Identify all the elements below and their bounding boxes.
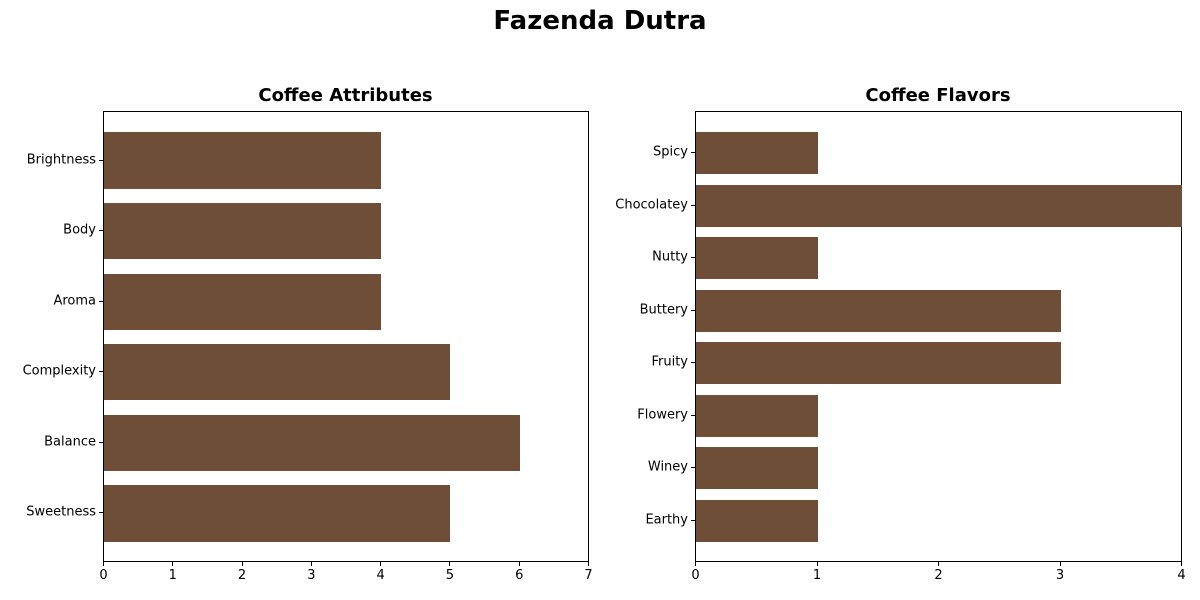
x-tick (1181, 562, 1182, 566)
y-tick (691, 152, 695, 154)
y-tick (99, 512, 103, 514)
y-tick-label: Buttery (639, 302, 688, 318)
y-tick (691, 362, 695, 364)
y-tick-label: Chocolatey (615, 197, 688, 213)
x-tick-label: 0 (691, 568, 700, 583)
y-tick (99, 159, 103, 161)
y-tick-label: Aroma (53, 293, 96, 309)
bar-flowery (696, 394, 818, 437)
bar-earthy (696, 499, 818, 542)
x-tick (695, 562, 696, 566)
x-tick (172, 562, 174, 566)
y-tick-label: Brightness (26, 152, 96, 168)
flavors-chart-axes (695, 111, 1182, 562)
bar-balance (104, 414, 520, 471)
y-tick-label: Spicy (653, 144, 688, 160)
x-tick-label: 1 (168, 568, 177, 583)
bar-spicy (696, 132, 818, 175)
x-tick (380, 562, 382, 566)
flavors-chart-title: Coffee Flavors (865, 85, 1011, 106)
x-tick-label: 3 (1055, 568, 1065, 583)
bar-complexity (104, 344, 451, 401)
x-tick-label: 2 (237, 568, 247, 583)
x-tick-label: 4 (1177, 568, 1186, 583)
y-tick (691, 309, 695, 311)
y-tick-label: Winey (647, 459, 688, 475)
bar-nutty (696, 237, 818, 280)
x-tick (103, 562, 104, 566)
x-tick (588, 562, 589, 566)
x-tick (816, 562, 818, 566)
bar-buttery (696, 289, 1061, 332)
y-tick-label: Complexity (22, 363, 96, 379)
y-tick (691, 204, 695, 206)
attributes-chart-axes (103, 111, 589, 562)
x-tick-label: 7 (584, 568, 593, 583)
y-tick (691, 257, 695, 259)
bar-body (104, 202, 382, 260)
y-tick (99, 371, 103, 373)
x-tick-label: 2 (934, 568, 943, 583)
x-tick-label: 1 (812, 568, 822, 583)
x-tick (310, 562, 312, 566)
x-tick (518, 562, 520, 566)
y-tick (691, 414, 695, 416)
x-tick (449, 562, 451, 566)
y-tick-label: Flowery (637, 407, 688, 423)
y-tick (99, 300, 103, 302)
y-tick (691, 519, 695, 521)
x-tick-label: 3 (307, 568, 316, 583)
bar-fruity (696, 342, 1061, 385)
figure-title: Fazenda Dutra (493, 6, 707, 36)
y-tick-label: Body (63, 222, 96, 238)
x-tick-label: 4 (376, 568, 385, 583)
attributes-chart-title: Coffee Attributes (258, 85, 433, 106)
y-tick-label: Earthy (645, 512, 688, 528)
y-tick-label: Fruity (651, 354, 688, 370)
x-tick (1059, 562, 1061, 566)
y-tick-label: Nutty (652, 249, 688, 265)
x-tick-label: 6 (515, 568, 524, 583)
x-tick-label: 5 (445, 568, 455, 583)
x-tick (938, 562, 939, 566)
bar-brightness (104, 132, 382, 189)
y-tick (99, 230, 103, 232)
bar-sweetness (104, 485, 451, 542)
y-tick (99, 441, 103, 443)
bar-aroma (104, 273, 382, 330)
x-tick (241, 562, 243, 566)
y-tick (691, 467, 695, 469)
bar-winey (696, 447, 818, 490)
y-tick-label: Balance (44, 434, 96, 450)
y-tick-label: Sweetness (26, 504, 96, 520)
x-tick-label: 0 (99, 568, 108, 583)
bar-chocolatey (696, 184, 1182, 227)
